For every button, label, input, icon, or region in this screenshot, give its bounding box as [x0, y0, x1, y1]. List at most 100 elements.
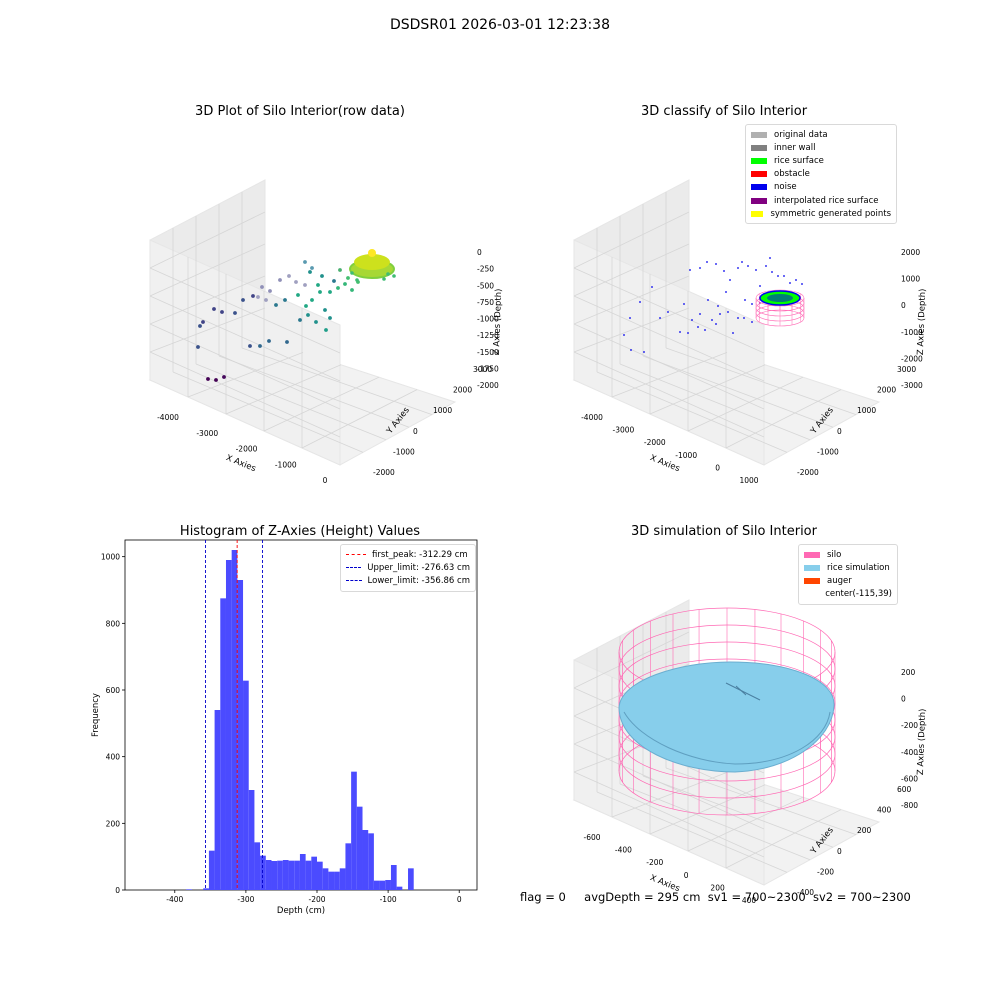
z-tick-label: -750 — [477, 298, 494, 307]
noise-point — [689, 269, 691, 271]
z-tick-label: 200 — [901, 668, 916, 677]
noise-point — [759, 285, 761, 287]
avg-depth-text: avgDepth = 295 cm — [584, 890, 701, 904]
auger-marker — [735, 685, 747, 696]
raw-data-point — [346, 276, 350, 280]
grid-line — [573, 211, 690, 269]
legend-entry: rice surface — [751, 154, 891, 167]
grid-line — [149, 243, 266, 297]
legend-swatch — [804, 577, 820, 584]
legend-swatch — [751, 197, 767, 204]
legend-label: obstacle — [774, 169, 810, 180]
raw-data-point — [318, 290, 322, 294]
noise-point — [623, 334, 625, 336]
raw-data-point — [350, 271, 354, 275]
y-tick-label: 2000 — [453, 386, 472, 395]
legend-label: Upper_limit: -276.63 cm — [367, 562, 470, 573]
grid-line — [172, 371, 364, 453]
raw-data-point — [248, 344, 252, 348]
grid-line — [149, 275, 266, 325]
noise-point — [629, 317, 631, 319]
noise-point — [639, 301, 641, 303]
x-tick-label: -1000 — [275, 460, 297, 469]
noise-point — [704, 329, 706, 331]
status-footer: flag = 0 avgDepth = 295 cm sv1 = 700~230… — [520, 890, 911, 904]
raw-data-point — [303, 260, 307, 264]
raw-data-point — [278, 278, 282, 282]
noise-point — [723, 270, 725, 272]
grid-line — [596, 791, 788, 873]
z-tick-label: 2000 — [901, 248, 920, 257]
noise-point — [751, 303, 753, 305]
noise-point — [699, 313, 701, 315]
legend-entry: noise — [751, 181, 891, 194]
grid-line — [619, 783, 811, 861]
legend-label: inner wall — [774, 142, 816, 153]
z-tick-label: -3000 — [901, 381, 923, 390]
raw-data-point — [241, 298, 245, 302]
z-tick-label: 1000 — [901, 275, 920, 284]
grid-line — [573, 243, 690, 297]
grid-line — [573, 631, 690, 689]
grid-line — [263, 376, 380, 432]
raw-data-point — [256, 295, 260, 299]
raw-data-point — [304, 304, 308, 308]
grid-line — [665, 347, 857, 415]
z-tick-label: -1000 — [477, 315, 499, 324]
raw-data-point — [310, 266, 314, 270]
raw-data-point — [328, 290, 332, 294]
noise-point — [765, 265, 767, 267]
grid-line — [241, 347, 433, 415]
noise-point — [769, 257, 771, 259]
grid-line — [573, 771, 765, 858]
legend-swatch — [346, 554, 366, 556]
legend-label: silo — [827, 549, 842, 560]
raw-plot-title: 3D Plot of Silo Interior(row data) — [195, 104, 405, 119]
noise-point — [801, 283, 803, 285]
y-tick-label: 1000 — [433, 406, 452, 415]
legend-swatch — [751, 144, 767, 151]
grid-line — [619, 363, 811, 441]
raw-data-point — [268, 289, 272, 293]
raw-data-point — [198, 324, 202, 328]
z-tick-label: -250 — [477, 265, 494, 274]
y-tick-label: 200 — [857, 826, 872, 835]
raw-data-point — [206, 377, 210, 381]
z-tick-label: -1750 — [477, 364, 499, 373]
raw-data-point — [258, 344, 262, 348]
y-tick-label: 0 — [413, 427, 418, 436]
legend-label: center(-115,39) — [825, 589, 892, 600]
y-tick-label: -1000 — [393, 447, 415, 456]
legend-label: first_peak: -312.29 cm — [372, 549, 468, 560]
noise-point — [771, 271, 773, 273]
noise-point — [697, 326, 699, 328]
legend-entry: Lower_limit: -356.86 cm — [346, 574, 470, 587]
raw-data-point — [212, 307, 216, 311]
simulation-plot-title: 3D simulation of Silo Interior — [631, 524, 817, 539]
z-tick-label: -1000 — [901, 328, 923, 337]
x-tick-label: 1000 — [739, 476, 758, 485]
grid-line — [573, 295, 765, 382]
x-tick-label: -2000 — [236, 445, 258, 454]
y-tick-label: -200 — [817, 867, 834, 876]
raw-data-point — [332, 279, 336, 283]
y-tick-label: 400 — [877, 806, 892, 815]
legend-entry: center(-115,39) — [804, 588, 892, 601]
noise-point — [737, 267, 739, 269]
classify-legend: original data inner wall rice surface obsta… — [745, 124, 897, 225]
noise-point — [725, 291, 727, 293]
raw-data-point — [251, 294, 255, 298]
z-axis-label: Z Axies (Depth) — [492, 288, 504, 355]
x-tick-label: -3000 — [613, 426, 635, 435]
x-tick-label: -2000 — [644, 438, 666, 447]
z-tick-label: 0 — [477, 248, 482, 257]
raw-data-point — [336, 286, 340, 290]
x-tick-label: -4000 — [157, 413, 179, 422]
y-tick-label: -2000 — [797, 468, 819, 477]
grid-line — [573, 275, 690, 325]
noise-point — [651, 286, 653, 288]
legend-swatch — [346, 567, 362, 569]
legend-label: rice simulation — [827, 562, 890, 573]
grid-line — [301, 389, 418, 449]
